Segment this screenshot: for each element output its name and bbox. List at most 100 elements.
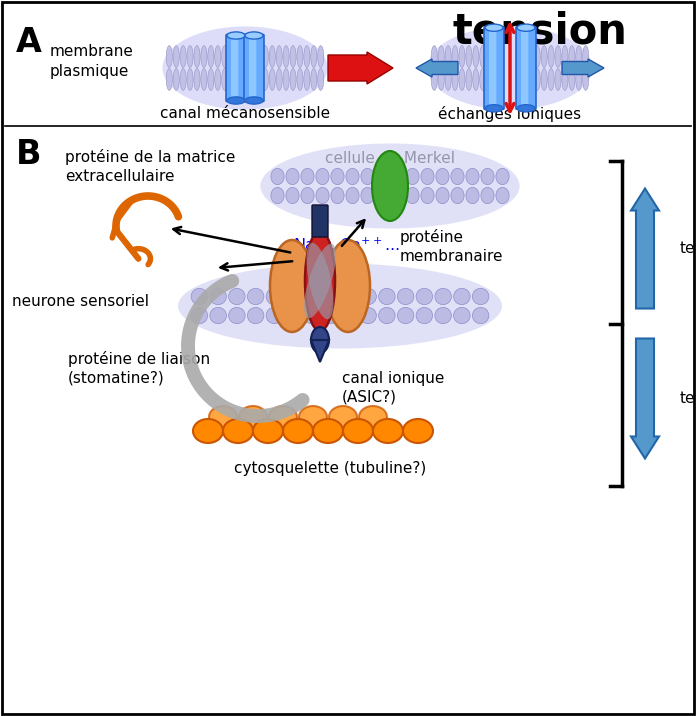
Ellipse shape — [228, 289, 245, 304]
Ellipse shape — [201, 46, 207, 67]
FancyBboxPatch shape — [484, 26, 504, 110]
Ellipse shape — [391, 188, 404, 203]
Text: tension: tension — [680, 391, 696, 406]
Ellipse shape — [528, 69, 533, 90]
Ellipse shape — [416, 307, 433, 324]
Ellipse shape — [466, 168, 479, 185]
Ellipse shape — [304, 46, 310, 67]
Ellipse shape — [445, 46, 451, 67]
Ellipse shape — [493, 46, 500, 67]
FancyBboxPatch shape — [249, 37, 256, 99]
Text: membrane
plasmique: membrane plasmique — [50, 44, 134, 79]
Ellipse shape — [178, 263, 502, 349]
Ellipse shape — [391, 168, 404, 185]
Ellipse shape — [310, 46, 317, 67]
Ellipse shape — [438, 69, 444, 90]
Ellipse shape — [436, 168, 449, 185]
Ellipse shape — [304, 243, 336, 318]
Ellipse shape — [162, 26, 328, 110]
Ellipse shape — [473, 69, 479, 90]
Ellipse shape — [313, 419, 343, 443]
Ellipse shape — [301, 168, 314, 185]
Ellipse shape — [310, 69, 317, 90]
Ellipse shape — [341, 289, 358, 304]
Ellipse shape — [290, 46, 296, 67]
Ellipse shape — [266, 289, 283, 304]
Ellipse shape — [466, 188, 479, 203]
Ellipse shape — [331, 168, 344, 185]
Ellipse shape — [269, 46, 276, 67]
Ellipse shape — [521, 69, 526, 90]
Ellipse shape — [239, 406, 267, 428]
Ellipse shape — [379, 307, 395, 324]
Ellipse shape — [269, 69, 276, 90]
FancyBboxPatch shape — [226, 34, 246, 102]
Ellipse shape — [521, 46, 526, 67]
Ellipse shape — [452, 46, 458, 67]
Text: A: A — [16, 26, 42, 59]
Text: Na$^+$, Ca$^{++}$...: Na$^+$, Ca$^{++}$... — [293, 236, 400, 256]
Ellipse shape — [247, 307, 264, 324]
Ellipse shape — [480, 69, 486, 90]
Ellipse shape — [286, 168, 299, 185]
Ellipse shape — [285, 307, 301, 324]
Ellipse shape — [534, 46, 540, 67]
Ellipse shape — [397, 289, 414, 304]
Ellipse shape — [227, 97, 245, 104]
Ellipse shape — [496, 188, 509, 203]
Text: cytosquelette (tubuline?): cytosquelette (tubuline?) — [234, 461, 426, 476]
Text: protéine de liaison
(stomatine?): protéine de liaison (stomatine?) — [68, 351, 210, 386]
Ellipse shape — [290, 69, 296, 90]
Text: protéine
membranaire: protéine membranaire — [400, 229, 503, 263]
FancyBboxPatch shape — [516, 26, 536, 110]
Ellipse shape — [481, 168, 494, 185]
FancyBboxPatch shape — [521, 29, 528, 107]
Ellipse shape — [576, 69, 582, 90]
Ellipse shape — [326, 240, 370, 332]
Ellipse shape — [173, 69, 180, 90]
Ellipse shape — [360, 307, 377, 324]
Ellipse shape — [485, 24, 503, 32]
Ellipse shape — [223, 419, 253, 443]
Text: protéine de la matrice
extracellulaire: protéine de la matrice extracellulaire — [65, 149, 235, 183]
Ellipse shape — [487, 69, 493, 90]
Ellipse shape — [247, 289, 264, 304]
Ellipse shape — [191, 289, 207, 304]
FancyBboxPatch shape — [231, 37, 238, 99]
Ellipse shape — [436, 188, 449, 203]
Ellipse shape — [541, 69, 547, 90]
Ellipse shape — [548, 46, 554, 67]
Ellipse shape — [421, 188, 434, 203]
Ellipse shape — [403, 419, 433, 443]
Ellipse shape — [317, 69, 324, 90]
Text: tension: tension — [680, 241, 696, 256]
Ellipse shape — [451, 168, 464, 185]
Ellipse shape — [435, 289, 452, 304]
FancyArrow shape — [328, 52, 393, 84]
FancyBboxPatch shape — [489, 29, 496, 107]
Ellipse shape — [194, 69, 200, 90]
Ellipse shape — [487, 46, 493, 67]
Ellipse shape — [496, 168, 509, 185]
Ellipse shape — [262, 69, 269, 90]
Ellipse shape — [452, 69, 458, 90]
Ellipse shape — [271, 168, 284, 185]
Ellipse shape — [215, 46, 221, 67]
Ellipse shape — [379, 289, 395, 304]
Ellipse shape — [373, 419, 403, 443]
Ellipse shape — [528, 46, 533, 67]
Ellipse shape — [255, 46, 262, 67]
Ellipse shape — [534, 69, 540, 90]
FancyArrow shape — [631, 188, 659, 309]
Ellipse shape — [297, 69, 303, 90]
Ellipse shape — [221, 69, 228, 90]
Ellipse shape — [187, 69, 193, 90]
Ellipse shape — [299, 406, 327, 428]
Ellipse shape — [210, 307, 226, 324]
Ellipse shape — [346, 188, 359, 203]
Ellipse shape — [346, 168, 359, 185]
Ellipse shape — [276, 46, 282, 67]
Ellipse shape — [210, 289, 226, 304]
Ellipse shape — [194, 46, 200, 67]
Ellipse shape — [541, 46, 547, 67]
